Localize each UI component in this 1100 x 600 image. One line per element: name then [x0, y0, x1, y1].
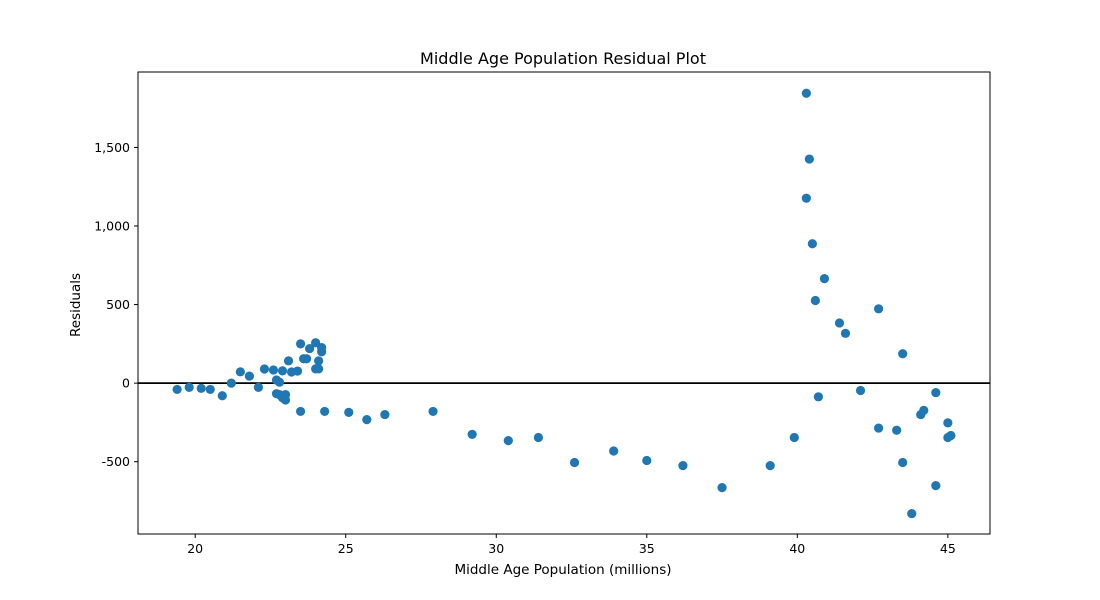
data-point [840, 328, 851, 338]
data-point [205, 384, 215, 395]
data-point [765, 461, 775, 471]
data-point [533, 432, 544, 443]
data-point [789, 432, 799, 443]
data-point [259, 364, 270, 374]
x-tick-label: 20 [187, 541, 203, 556]
y-tick-label: 1,500 [94, 140, 130, 155]
data-point [946, 430, 956, 441]
x-tick-label: 45 [940, 541, 956, 556]
plot-area: 20 25 30 35 40 45 -500 0 500 1,000 1,500 [94, 71, 991, 556]
data-point [292, 366, 303, 376]
data-point [813, 392, 823, 402]
data-point [874, 423, 884, 433]
data-point [642, 455, 652, 466]
x-axis-label: Middle Age Population (millions) [454, 562, 671, 578]
data-point [314, 364, 324, 374]
data-point [609, 446, 619, 456]
chart-title: Middle Age Population Residual Plot [420, 49, 706, 68]
data-point [678, 461, 688, 471]
y-tick-label: 0 [122, 376, 130, 391]
data-point [834, 318, 845, 328]
data-point [931, 481, 941, 491]
y-tick-label: 1,000 [94, 219, 130, 234]
data-point [907, 508, 917, 519]
data-point [898, 457, 908, 468]
data-point [717, 483, 727, 493]
x-tick-label: 35 [639, 541, 655, 556]
data-point [235, 367, 245, 377]
data-point [807, 239, 817, 249]
data-point [280, 390, 291, 400]
data-point [569, 457, 580, 468]
plot-frame [137, 71, 991, 535]
data-point [295, 406, 306, 417]
data-point [819, 274, 830, 284]
data-point [428, 406, 438, 417]
data-point [226, 378, 236, 388]
data-point [314, 356, 324, 366]
data-point [301, 354, 312, 364]
data-point [804, 154, 814, 164]
data-point [277, 366, 288, 376]
data-point [801, 193, 811, 203]
data-point [295, 339, 306, 349]
data-point [244, 371, 254, 381]
data-point [855, 385, 866, 396]
data-point [898, 349, 908, 359]
data-point [503, 436, 513, 446]
data-point [320, 406, 330, 417]
data-point [874, 304, 884, 314]
data-point [317, 343, 327, 353]
x-tick-label: 40 [789, 541, 805, 556]
data-point [305, 343, 315, 354]
data-point [931, 387, 941, 398]
data-point [362, 415, 372, 425]
data-point [172, 384, 182, 395]
data-point [217, 391, 227, 401]
data-point [274, 377, 285, 387]
data-point [344, 407, 354, 417]
data-point [467, 429, 477, 439]
data-point [184, 382, 194, 392]
data-point [380, 409, 390, 420]
data-point [943, 418, 953, 428]
data-point [196, 383, 206, 393]
data-point [919, 405, 929, 415]
data-point [810, 295, 820, 306]
data-point [268, 365, 279, 375]
y-axis-label: Residuals [68, 273, 84, 337]
data-point [283, 356, 294, 366]
data-point [253, 382, 264, 392]
y-tick-label: 500 [106, 297, 130, 312]
data-point [801, 88, 811, 98]
x-tick-label: 25 [338, 541, 354, 556]
data-point [892, 425, 902, 435]
x-tick-label: 30 [488, 541, 504, 556]
y-tick-label: -500 [102, 454, 130, 469]
